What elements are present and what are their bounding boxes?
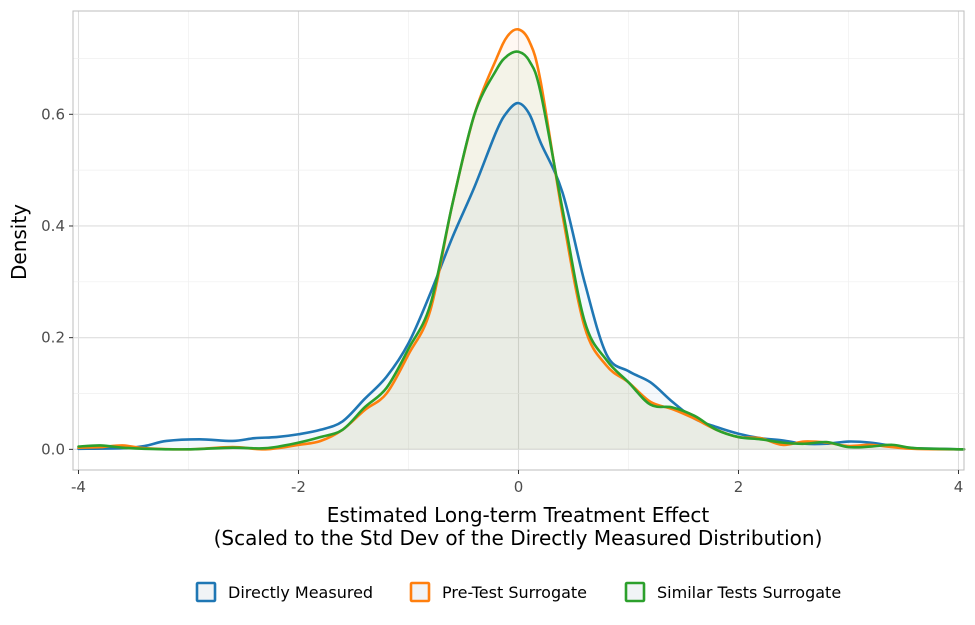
density-lines [77, 27, 966, 451]
x-tick-label: -2 [291, 478, 306, 496]
density-line-similar-tests-surrogate [77, 50, 966, 451]
legend-key-similar-tests-surrogate [624, 581, 646, 603]
legend-label-pre-test-surrogate: Pre-Test Surrogate [442, 583, 587, 602]
x-tick-label: 2 [734, 478, 744, 496]
x-axis-title-line2: (Scaled to the Std Dev of the Directly M… [214, 526, 823, 550]
x-tick-label: 0 [514, 478, 524, 496]
density-area-similar-tests-surrogate [78, 51, 964, 450]
legend-label-directly-measured: Directly Measured [228, 583, 373, 602]
y-tick-label: 0.2 [41, 329, 65, 347]
x-axis-title-line1: Estimated Long-term Treatment Effect [327, 503, 710, 527]
density-area-pre-test-surrogate [78, 29, 964, 450]
y-tick-label: 0.0 [41, 440, 65, 458]
grid-lines [73, 11, 964, 470]
legend-key-directly-measured [195, 581, 217, 603]
density-area-directly-measured [78, 103, 964, 450]
y-axis-title: Density [7, 204, 31, 280]
x-tick-label: -4 [71, 478, 86, 496]
legend: Directly Measured Pre-Test Surrogate Simil… [195, 581, 841, 603]
x-tick-label: 4 [954, 478, 964, 496]
axis-ticks: -4 -2 0 2 4 0.0 0.2 0.4 0.6 [41, 105, 963, 496]
legend-key-pre-test-surrogate [409, 581, 431, 603]
y-tick-label: 0.4 [41, 217, 65, 235]
y-tick-label: 0.6 [41, 105, 65, 123]
legend-label-similar-tests-surrogate: Similar Tests Surrogate [657, 583, 841, 602]
density-line-directly-measured [77, 101, 966, 451]
density-fills [78, 29, 964, 450]
